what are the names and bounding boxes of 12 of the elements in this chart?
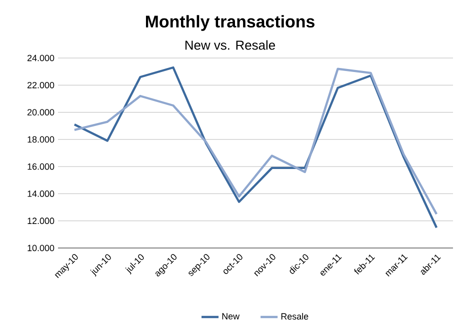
y-tick-label: 24.000 (28, 54, 54, 62)
y-tick-label: 16.000 (28, 163, 54, 170)
y-tick-label: 22.000 (28, 82, 54, 88)
chart-title: Monthly transactions (146, 15, 314, 31)
y-tick-label: 12.000 (28, 218, 54, 224)
y-tick-label: 18.000 (28, 136, 54, 143)
legend-label: Resale (281, 312, 308, 320)
chart-subtitle: New vs. Resale (185, 40, 275, 50)
y-tick-label: 10.000 (28, 244, 54, 252)
y-tick-label: 14.000 (28, 190, 54, 197)
y-tick-label: 20.000 (28, 109, 54, 116)
legend-label: New (222, 313, 240, 320)
